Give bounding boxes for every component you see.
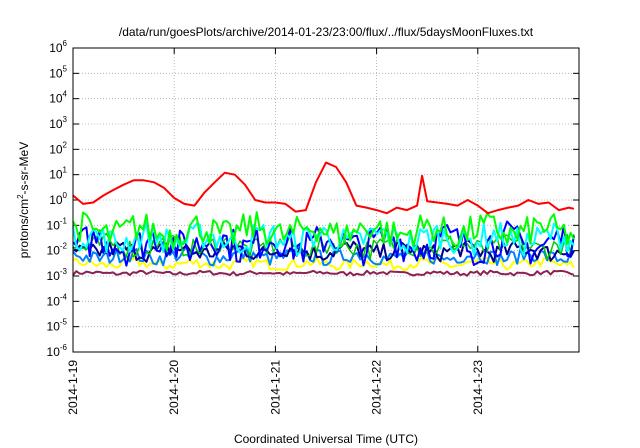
y-axis-label-rest: -s-sr-MeV (17, 142, 31, 195)
series-line (72, 246, 575, 267)
y-tick-label: 106 (49, 39, 67, 55)
x-axis-label: Coordinated Universal Time (UTC) (234, 432, 418, 446)
series-line (72, 161, 575, 215)
y-tick-label: 104 (49, 90, 67, 106)
x-tick-label: 2014-1-22 (370, 360, 384, 415)
x-tick-label: 2014-1-19 (66, 360, 80, 415)
grid-lines (73, 48, 579, 352)
y-tick-label: 102 (49, 140, 67, 156)
y-tick-label: 10-3 (47, 267, 68, 283)
y-tick-label: 101 (49, 166, 67, 182)
y-axis-label-sup: 2 (16, 194, 25, 199)
y-tick-label: 10-6 (47, 343, 68, 359)
y-tick-labels: 10-6 10-5 10-4 10-3 10-2 10-1 100 101 102 103 104 1… (47, 39, 68, 359)
y-tick-label: 103 (49, 115, 67, 131)
chart-title: /data/run/goesPlots/archive/2014-01-23/2… (119, 25, 534, 39)
x-tick-label: 2014-1-23 (471, 360, 485, 415)
x-tick-label: 2014-1-20 (167, 360, 181, 415)
axis-ticks (72, 47, 579, 353)
series-line (72, 221, 575, 257)
svg-text:protons/cm2-s-sr-MeV: protons/cm2-s-sr-MeV (16, 142, 31, 258)
series-line (72, 220, 575, 267)
series-line (72, 269, 575, 277)
y-tick-label: 10-4 (47, 292, 68, 308)
y-tick-label: 10-2 (47, 242, 68, 258)
x-tick-labels: 2014-1-19 2014-1-20 2014-1-21 2014-1-22 2014… (66, 360, 485, 415)
series-line (72, 211, 575, 251)
series-lines (72, 161, 575, 277)
y-tick-label: 100 (49, 191, 67, 207)
y-tick-label: 105 (49, 64, 67, 80)
y-axis-label-base: protons/cm (17, 199, 31, 258)
y-axis-label: protons/cm2-s-sr-MeV (16, 142, 31, 258)
y-tick-label: 10-5 (47, 318, 68, 334)
y-tick-label: 10-1 (47, 216, 68, 232)
plot-frame (72, 47, 580, 353)
x-tick-label: 2014-1-21 (268, 360, 282, 415)
